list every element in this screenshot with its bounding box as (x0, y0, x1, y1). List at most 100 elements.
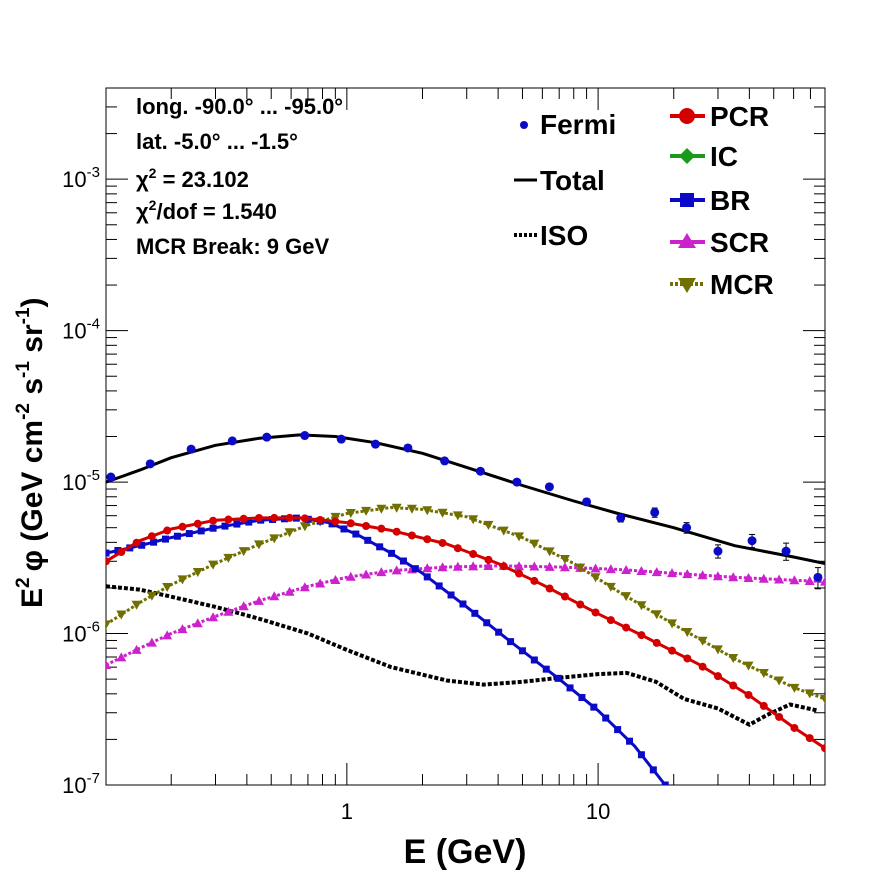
marker-scr (590, 563, 601, 573)
marker-pcr (377, 524, 386, 533)
marker-mcr (299, 522, 310, 532)
marker-scr (345, 571, 356, 581)
marker-mcr (391, 503, 402, 513)
legend-item-mcr: MCR (670, 269, 774, 300)
y-tick-label: 10-4 (62, 316, 100, 344)
marker-pcr (713, 672, 722, 681)
marker-mcr (106, 620, 111, 630)
marker-br (150, 538, 158, 546)
info-chi2: χ2 = 23.102 (136, 165, 249, 192)
legend-item-fermi: Fermi (520, 109, 616, 140)
marker-scr (820, 576, 825, 586)
marker-pcr (209, 516, 218, 525)
marker-mcr (238, 547, 249, 557)
fermi-point (440, 456, 450, 466)
marker-scr (177, 624, 188, 634)
fermi-point (650, 507, 660, 518)
fermi-marker (440, 456, 450, 466)
marker-pcr (668, 646, 677, 655)
legend-item-ic: IC (670, 141, 738, 172)
info-longitude: long. -90.0° ... -95.0° (136, 94, 343, 119)
marker-br (221, 522, 229, 530)
marker-mcr (177, 575, 188, 585)
fermi-marker (813, 572, 823, 582)
y-tick-label: 10-7 (62, 770, 100, 798)
marker-br (447, 591, 455, 599)
fermi-point (262, 432, 272, 442)
legend-label-br: BR (710, 185, 750, 216)
marker-scr (106, 659, 111, 669)
marker-pcr (622, 623, 631, 632)
marker-pcr (729, 681, 738, 690)
legend-item-br: BR (670, 185, 750, 216)
marker-pcr (545, 584, 554, 593)
marker-br (566, 684, 574, 692)
marker-scr (651, 567, 662, 577)
plot-axes: 1 10 10-7 10-6 10-5 10-4 10-3 (62, 87, 826, 824)
marker-pcr (407, 531, 416, 540)
series-line-br (106, 516, 667, 785)
marker-mcr (437, 508, 448, 518)
marker-scr (712, 571, 723, 581)
fermi-marker (227, 436, 237, 446)
marker-mcr (621, 592, 632, 602)
info-latitude: lat. -5.0° ... -1.5° (136, 129, 298, 154)
marker-pcr (698, 662, 707, 671)
marker-pcr (106, 557, 110, 566)
marker-mcr (406, 504, 417, 514)
marker-scr (253, 595, 264, 605)
marker-scr (544, 561, 555, 571)
marker-mcr (636, 601, 647, 611)
marker-scr (269, 591, 280, 601)
marker-br (328, 520, 336, 528)
marker-scr (223, 606, 234, 616)
marker-mcr (422, 506, 433, 516)
fermi-marker (300, 431, 310, 441)
legend-label-iso: ISO (540, 220, 588, 251)
marker-pcr (591, 608, 600, 617)
legend-marker-pcr (679, 108, 695, 124)
marker-br (209, 524, 217, 532)
marker-scr (284, 586, 295, 596)
legend-left: Fermi Total ISO (514, 109, 616, 251)
legend-label-mcr: MCR (710, 269, 774, 300)
marker-pcr (224, 515, 233, 524)
marker-br (245, 518, 253, 526)
marker-mcr (284, 528, 295, 538)
series-scr (106, 560, 825, 669)
fermi-point (475, 466, 485, 476)
marker-pcr (637, 631, 646, 640)
marker-mcr (131, 600, 142, 610)
marker-mcr (162, 583, 173, 593)
marker-mcr (712, 645, 723, 655)
marker-pcr (362, 521, 371, 530)
fermi-point (544, 482, 554, 492)
marker-mcr (116, 610, 127, 620)
legend-marker-mcr (678, 278, 696, 293)
marker-mcr (514, 532, 525, 542)
marker-br (471, 609, 479, 617)
fermi-marker (106, 472, 116, 482)
info-box: long. -90.0° ... -95.0° lat. -5.0° ... -… (136, 94, 343, 259)
fermi-point (582, 497, 592, 507)
marker-scr (559, 562, 570, 572)
marker-pcr (392, 527, 401, 536)
marker-br (578, 694, 586, 702)
series-total (106, 433, 825, 565)
fermi-point (813, 567, 823, 590)
marker-pcr (499, 562, 508, 571)
marker-pcr (147, 532, 156, 541)
marker-br (507, 638, 515, 646)
marker-br (435, 582, 443, 590)
fermi-marker (682, 523, 692, 533)
marker-mcr (575, 563, 586, 573)
marker-pcr (178, 522, 187, 531)
marker-br (530, 656, 538, 664)
legend-item-scr: SCR (670, 227, 769, 258)
marker-scr (804, 575, 815, 585)
marker-mcr (498, 526, 509, 536)
marker-scr (789, 575, 800, 585)
fermi-point (370, 439, 380, 449)
marker-br (388, 549, 396, 557)
marker-mcr (804, 689, 815, 699)
